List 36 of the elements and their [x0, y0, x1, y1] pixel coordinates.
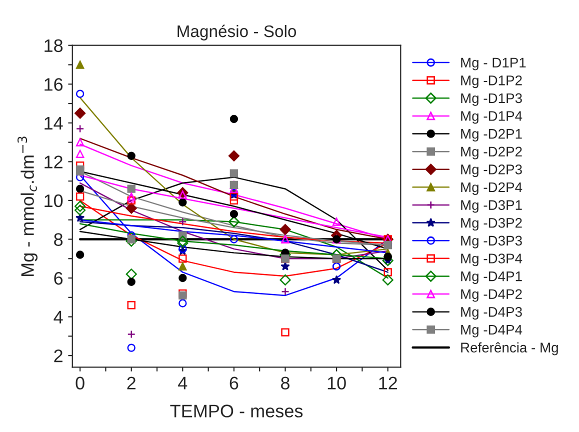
- legend-label: Mg -D4P1: [461, 272, 522, 284]
- y-tick-label: 14: [44, 117, 63, 130]
- legend-label: Mg -D2P3: [461, 164, 522, 178]
- legend-label: Mg -D3P1: [461, 200, 522, 213]
- x-tick-label: 4: [178, 376, 188, 390]
- y-tick-label: 8: [54, 233, 63, 246]
- legend-label: Mg -D4P2: [461, 289, 522, 302]
- legend-label: Mg -D1P2: [461, 75, 522, 88]
- x-tick-label: 8: [281, 376, 290, 390]
- x-tick-label: 6: [230, 376, 238, 390]
- chart-title: Magnésio - Solo: [178, 24, 296, 40]
- legend-label: Mg -D1P3: [461, 93, 522, 106]
- x-axis-title: TEMPO - meses: [170, 404, 303, 418]
- y-tick-label: 12: [44, 156, 62, 168]
- legend-label: Mg -D2P4: [461, 182, 522, 195]
- legend-label: Mg -D2P2: [461, 146, 522, 160]
- x-tick-label: 0: [76, 376, 84, 390]
- y-tick-label: 2: [54, 350, 62, 362]
- legend-label: Referência - Mg: [461, 342, 558, 356]
- legend-label: Mg -D1P4: [461, 111, 522, 124]
- legend-label: Mg -D4P4: [461, 324, 522, 338]
- y-tick-label: 4: [54, 310, 63, 324]
- legend-label: Mg - D1P1: [461, 58, 526, 70]
- legend-label: Mg -D3P3: [461, 236, 522, 248]
- y-axis-title: Mg - mmol$_{c}$.dm$^{−3}$: [17, 136, 38, 276]
- y-tick-label: 6: [54, 272, 63, 285]
- legend-label: Mg -D2P1: [461, 128, 522, 142]
- legend-label: Mg -D4P3: [461, 307, 522, 320]
- y-tick-label: 16: [44, 78, 63, 91]
- legend-label: Mg -D3P4: [461, 254, 522, 266]
- x-tick-label: 12: [379, 376, 397, 390]
- legend-label: Mg -D3P2: [461, 218, 522, 231]
- y-tick-label: 10: [44, 194, 63, 208]
- x-tick-label: 10: [328, 376, 346, 390]
- y-tick-label: 18: [44, 39, 63, 52]
- x-tick-label: 2: [127, 376, 136, 390]
